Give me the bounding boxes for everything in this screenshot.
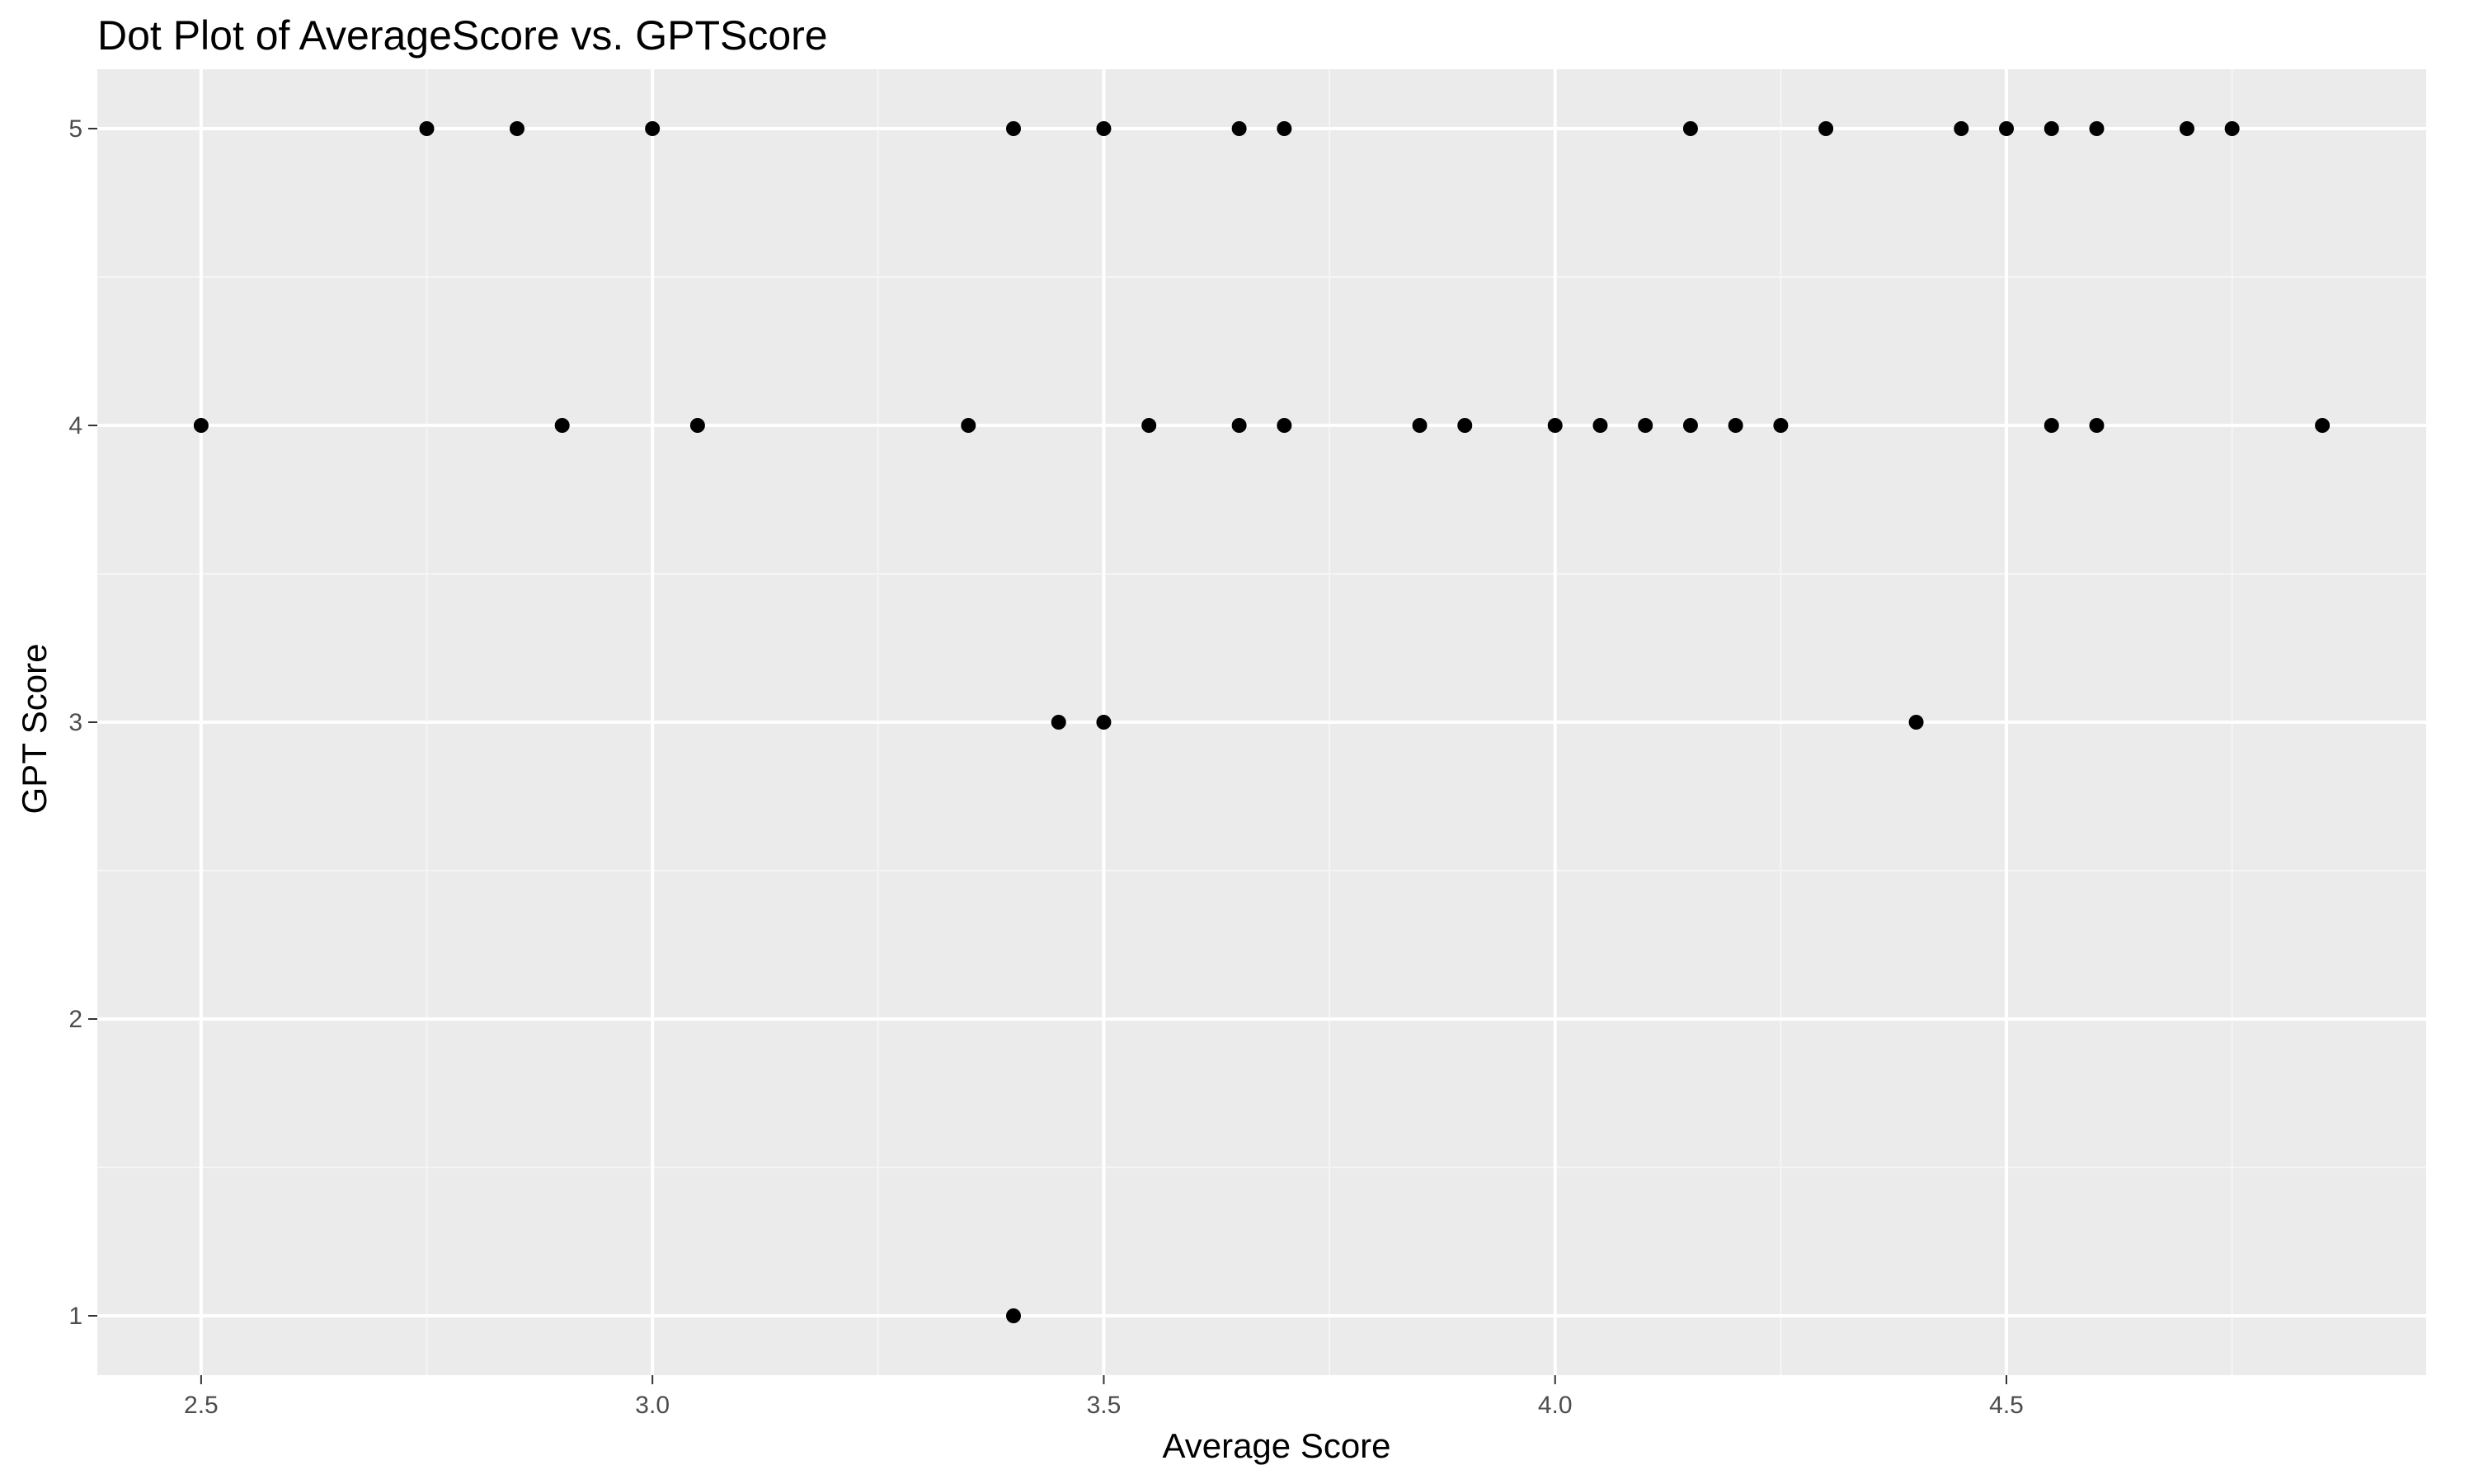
y-tick-label: 2 — [68, 1006, 82, 1033]
x-tick-label: 3.5 — [1087, 1392, 1122, 1419]
data-point — [1277, 418, 1292, 433]
x-tick-label: 2.5 — [184, 1392, 219, 1419]
data-point — [1277, 121, 1292, 136]
data-point — [1682, 418, 1698, 433]
data-point — [2089, 418, 2105, 433]
x-axis: 2.5 3.0 3.5 4.0 4.5 — [184, 1375, 2024, 1419]
y-axis: 1 2 3 4 5 — [68, 115, 97, 1330]
x-tick-label: 3.0 — [635, 1392, 670, 1419]
data-point — [1051, 715, 1066, 730]
y-tick-label: 5 — [68, 115, 82, 143]
data-point — [1954, 121, 1969, 136]
data-point — [1547, 418, 1563, 433]
data-point — [1638, 418, 1653, 433]
data-point — [645, 121, 661, 136]
data-point — [2315, 418, 2331, 433]
major-grid — [97, 69, 2426, 1375]
data-point — [1818, 121, 1834, 136]
x-tick-label: 4.0 — [1538, 1392, 1573, 1419]
data-point — [1231, 418, 1247, 433]
data-point — [961, 418, 976, 433]
data-point — [1457, 418, 1473, 433]
data-point — [193, 418, 209, 433]
x-tick-label: 4.5 — [1989, 1392, 2024, 1419]
data-point — [689, 418, 705, 433]
data-point — [1999, 121, 2015, 136]
data-point — [2179, 121, 2194, 136]
data-point — [1412, 418, 1427, 433]
data-point — [1231, 121, 1247, 136]
data-point — [1773, 418, 1789, 433]
data-point — [554, 418, 570, 433]
data-point — [2224, 121, 2240, 136]
data-point — [1141, 418, 1157, 433]
y-axis-title: GPT Score — [15, 644, 54, 815]
data-point — [1005, 1308, 1021, 1323]
data-point — [1096, 121, 1112, 136]
y-tick-label: 4 — [68, 412, 82, 439]
y-tick-label: 3 — [68, 709, 82, 736]
data-point — [419, 121, 435, 136]
data-point — [1908, 715, 1924, 730]
data-point — [1096, 715, 1112, 730]
y-tick-label: 1 — [68, 1303, 82, 1330]
data-point — [509, 121, 524, 136]
data-point — [1728, 418, 1743, 433]
data-points — [193, 121, 2331, 1323]
data-point — [2089, 121, 2105, 136]
x-axis-title: Average Score — [1162, 1426, 1390, 1465]
data-point — [1682, 121, 1698, 136]
data-point — [1005, 121, 1021, 136]
chart-title: Dot Plot of AverageScore vs. GPTScore — [97, 12, 828, 59]
data-point — [2044, 418, 2059, 433]
data-point — [1592, 418, 1608, 433]
data-point — [2044, 121, 2059, 136]
